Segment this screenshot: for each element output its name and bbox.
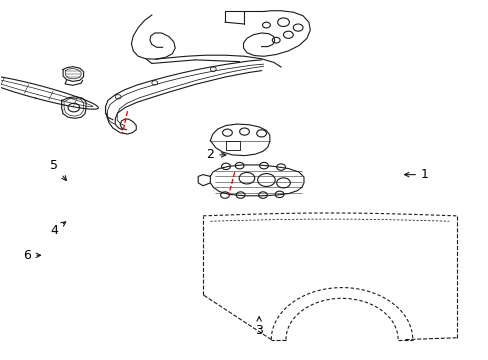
Text: 1: 1 [404,168,428,181]
Text: 3: 3 [255,317,263,337]
Text: 6: 6 [23,249,41,262]
Text: 4: 4 [50,222,65,237]
Text: 5: 5 [50,159,66,180]
Text: 2: 2 [206,148,225,161]
